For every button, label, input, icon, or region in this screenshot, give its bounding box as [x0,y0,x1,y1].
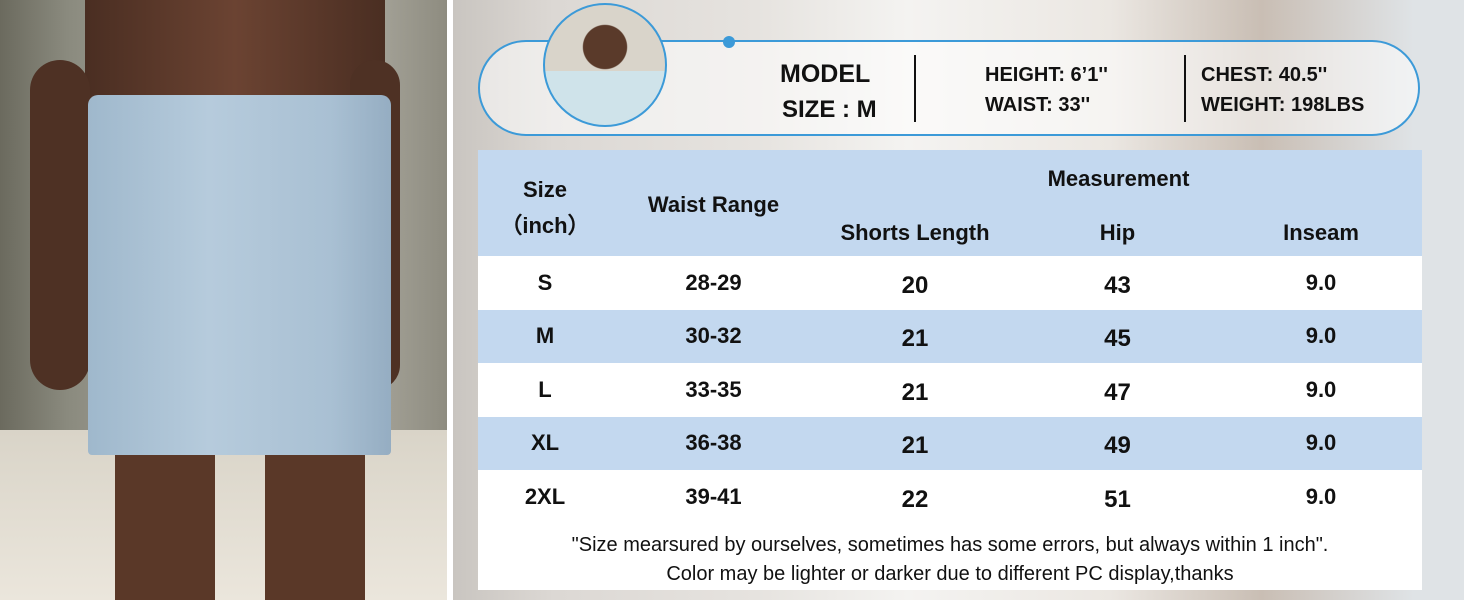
table-row: XL 36-38 21 49 9.0 [478,416,1422,470]
header-size-unit: （inch） [500,213,590,238]
cell-waist: 39-41 [685,483,742,509]
cell-hip: 45 [1104,325,1131,353]
cell-waist: 36-38 [685,430,742,456]
model-chest: CHEST: 40.5'' [1201,64,1328,86]
cell-hip: 51 [1104,485,1131,513]
divider [914,55,916,122]
cell-waist: 28-29 [685,269,742,295]
table-row: 2XL 39-41 22 51 9.0 [478,470,1422,523]
cell-size: 2XL [524,483,566,509]
model-waist: WAIST: 33'' [985,94,1091,116]
table-header: Size （inch） Waist Range Measurement Shor… [478,150,1422,256]
header-hip: Hip [1099,220,1136,245]
cell-inseam: 9.0 [1305,269,1337,295]
cell-hip: 49 [1104,432,1131,460]
header-measurement: Measurement [1047,166,1190,191]
cell-hip: 47 [1104,378,1131,406]
cell-inseam: 9.0 [1305,483,1337,509]
cell-length: 21 [901,432,929,460]
cell-inseam: 9.0 [1305,430,1337,456]
model-arm-left [30,60,90,390]
model-weight: WEIGHT: 198LBS [1201,94,1365,116]
table-row: S 28-29 20 43 9.0 [478,256,1422,309]
cell-inseam: 9.0 [1305,323,1337,349]
cell-waist: 30-32 [685,323,742,349]
model-leg-left [115,450,215,600]
cell-size: S [537,269,553,295]
cell-length: 21 [901,325,929,353]
cell-size: M [535,323,555,349]
product-photo [0,0,447,600]
cell-size: L [538,376,552,402]
note-line-2: Color may be lighter or darker due to di… [666,563,1234,585]
shorts-image [88,95,391,455]
cell-length: 21 [901,378,929,406]
table-row: L 33-35 21 47 9.0 [478,363,1422,416]
header-shorts-length: Shorts Length [840,220,990,245]
divider [1184,55,1186,122]
model-avatar [543,3,667,127]
cell-length: 22 [901,485,929,513]
cell-inseam: 9.0 [1305,376,1337,402]
model-height: HEIGHT: 6’1'' [985,64,1108,86]
cell-length: 20 [901,271,929,299]
model-leg-right [265,450,365,600]
connector-dot [723,36,735,48]
ground [0,430,447,600]
table-row: M 30-32 21 45 9.0 [478,309,1422,363]
model-title: MODEL [780,60,871,88]
header-size: Size [522,177,568,202]
cell-size: XL [530,430,560,456]
cell-waist: 33-35 [685,376,742,402]
model-size: SIZE : M [782,96,877,123]
header-waist-range: Waist Range [647,192,780,217]
header-inseam: Inseam [1283,220,1359,245]
size-chart: Size （inch） Waist Range Measurement Shor… [478,150,1422,590]
note-line-1: "Size mearsured by ourselves, sometimes … [571,534,1329,556]
cell-hip: 43 [1104,271,1131,299]
